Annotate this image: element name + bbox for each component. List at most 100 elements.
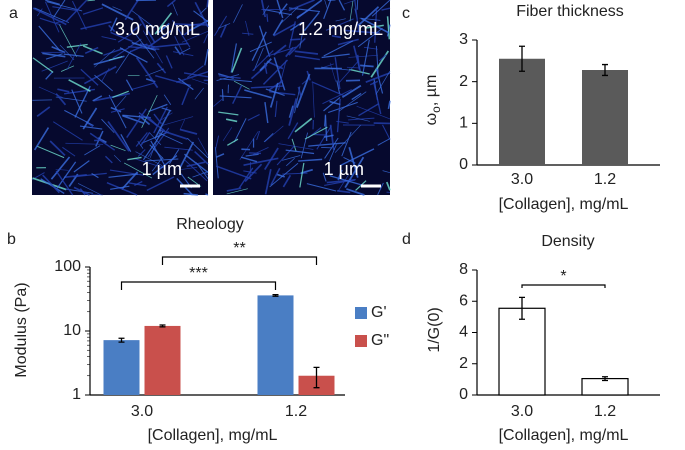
fiber <box>179 119 186 131</box>
fiber <box>110 185 130 190</box>
fiber <box>42 174 60 194</box>
fiber <box>32 7 67 26</box>
fiber <box>249 41 272 53</box>
fiber <box>296 73 311 109</box>
fiber <box>185 22 205 27</box>
fiber <box>355 180 367 191</box>
fiber <box>45 1 60 33</box>
fiber <box>278 60 287 91</box>
fiber <box>375 67 384 94</box>
fiber <box>161 107 172 112</box>
fiber <box>179 47 191 54</box>
fiber <box>263 62 268 74</box>
fiber <box>230 43 237 73</box>
fiber <box>137 15 156 44</box>
error-bar <box>272 293 279 297</box>
fiber <box>359 17 381 21</box>
fiber <box>308 142 346 147</box>
fiber <box>179 128 198 135</box>
fiber <box>38 25 61 52</box>
fiber <box>334 124 362 153</box>
fiber <box>205 193 209 196</box>
fiber <box>323 115 326 127</box>
fiber <box>191 78 209 85</box>
fiber <box>149 132 162 146</box>
fiber <box>252 50 274 72</box>
fiber <box>166 0 176 8</box>
fiber <box>278 143 314 150</box>
fiber <box>135 132 148 147</box>
scale-bar-label: 1 µm <box>142 159 182 179</box>
fiber <box>322 172 327 182</box>
error-bar <box>602 376 608 382</box>
fiber <box>183 26 194 36</box>
fiber <box>346 66 360 69</box>
fiber <box>375 70 391 95</box>
y-tick-label: 10 <box>63 322 81 339</box>
fiber <box>282 155 301 161</box>
y-axis-label: 1/G(0) <box>426 307 443 352</box>
fiber <box>299 33 303 49</box>
fiber <box>74 85 91 118</box>
fiber <box>270 167 281 186</box>
fiber <box>55 170 74 196</box>
fiber <box>93 92 130 102</box>
x-tick-label: 1.2 <box>285 403 307 420</box>
error-bar <box>313 366 320 389</box>
x-tick-label: 1.2 <box>594 171 616 188</box>
fiber <box>266 13 269 22</box>
fiber <box>338 0 346 11</box>
fiber <box>354 0 360 33</box>
fiber <box>250 64 268 80</box>
fiber <box>194 1 209 28</box>
fiber <box>94 74 113 92</box>
fiber <box>297 86 302 97</box>
fiber <box>91 193 104 196</box>
fiber <box>179 166 198 171</box>
x-axis-label: [Collagen], mg/mL <box>148 427 278 444</box>
fiber <box>203 33 209 44</box>
bar <box>499 58 545 165</box>
fiber <box>360 17 390 34</box>
fiber <box>63 53 84 58</box>
x-axis-label: [Collagen], mg/mL <box>499 196 629 213</box>
fiber <box>80 68 99 86</box>
fiber <box>66 43 82 71</box>
fiber <box>169 149 180 165</box>
fiber <box>164 146 193 151</box>
fiber <box>65 142 104 145</box>
fiber <box>193 10 209 23</box>
error-bar <box>519 296 525 320</box>
fiber <box>387 100 391 110</box>
fiber <box>276 0 284 19</box>
fiber <box>288 21 296 48</box>
fiber <box>221 89 224 101</box>
fiber <box>372 81 382 115</box>
fiber <box>79 125 103 130</box>
fiber <box>338 61 359 83</box>
fiber <box>289 21 303 31</box>
fiber <box>346 188 365 196</box>
fiber <box>146 30 172 49</box>
fiber <box>130 82 155 91</box>
x-axis-label: [Collagen], mg/mL <box>499 427 629 444</box>
fiber <box>197 137 209 156</box>
fiber <box>131 23 142 33</box>
fiber <box>94 49 115 68</box>
fiber <box>89 132 116 151</box>
fiber <box>343 157 356 164</box>
fiber <box>114 95 127 110</box>
fiber <box>194 87 204 100</box>
fiber <box>282 174 292 188</box>
fiber <box>348 54 378 58</box>
fiber <box>36 145 65 159</box>
fiber <box>381 7 391 11</box>
fiber <box>55 169 69 171</box>
y-tick-label: 1 <box>459 115 468 132</box>
fiber <box>108 56 123 61</box>
fiber <box>187 137 209 159</box>
fiber <box>253 47 264 71</box>
fiber <box>304 126 328 140</box>
fiber <box>324 137 339 159</box>
fiber <box>276 145 296 166</box>
